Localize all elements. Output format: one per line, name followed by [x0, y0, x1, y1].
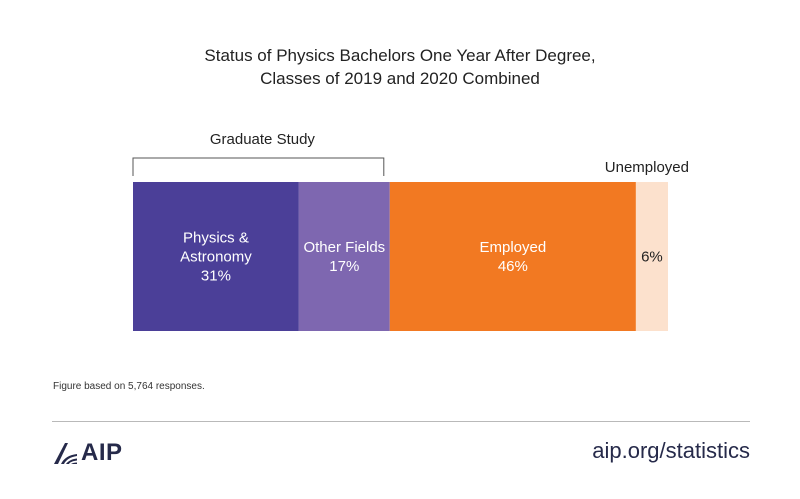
segment-category-label-1: Other Fields: [303, 239, 385, 256]
bar-segment-3: [635, 182, 668, 331]
footnote: Figure based on 5,764 responses.: [53, 381, 205, 392]
segment-category-label-0: Astronomy: [180, 249, 252, 266]
bar-segment-0: [133, 182, 299, 331]
graduate-study-label: Graduate Study: [210, 131, 316, 148]
graduate-study-bracket: [132, 157, 385, 176]
segment-value-label-0: 31%: [201, 268, 231, 285]
aip-logo-icon: [54, 443, 77, 464]
stacked-bar-chart: Physics & Astronomy 31% Other Fields 17% Empl…: [132, 131, 689, 331]
chart-title-line-1: Status of Physics Bachelors One Year Aft…: [204, 46, 596, 65]
chart-title-line-2: Classes of 2019 and 2020 Combined: [260, 69, 540, 88]
unemployed-label: Unemployed: [605, 159, 689, 176]
chart-title: Status of Physics Bachelors One Year Aft…: [0, 44, 800, 90]
aip-logo-text: AIP: [81, 439, 123, 466]
segment-category-label-2: Employed: [479, 239, 546, 256]
aip-logo[interactable]: AIP: [52, 438, 123, 468]
divider: [52, 421, 750, 422]
bar-segment-1: [298, 182, 390, 331]
site-url[interactable]: aip.org/statistics: [592, 438, 750, 463]
bar-segment-2: [389, 182, 636, 331]
segment-value-label-3: 6%: [641, 249, 663, 266]
segment-value-label-2: 46%: [498, 258, 528, 275]
segment-category-label-0: Physics &: [183, 230, 249, 247]
segment-value-label-1: 17%: [329, 258, 359, 275]
